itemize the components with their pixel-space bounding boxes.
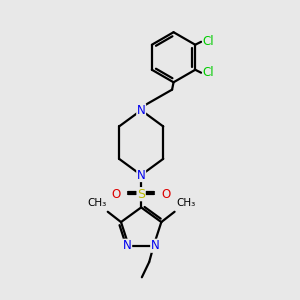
Text: CH₃: CH₃	[176, 198, 195, 208]
Text: N: N	[123, 239, 132, 252]
Text: CH₃: CH₃	[87, 198, 106, 208]
Text: O: O	[112, 188, 121, 201]
Text: N: N	[137, 169, 146, 182]
Text: O: O	[161, 188, 170, 201]
Text: Cl: Cl	[203, 35, 214, 48]
Text: Cl: Cl	[203, 66, 214, 79]
Text: S: S	[137, 188, 145, 201]
Text: N: N	[151, 239, 160, 252]
Text: N: N	[137, 104, 146, 117]
